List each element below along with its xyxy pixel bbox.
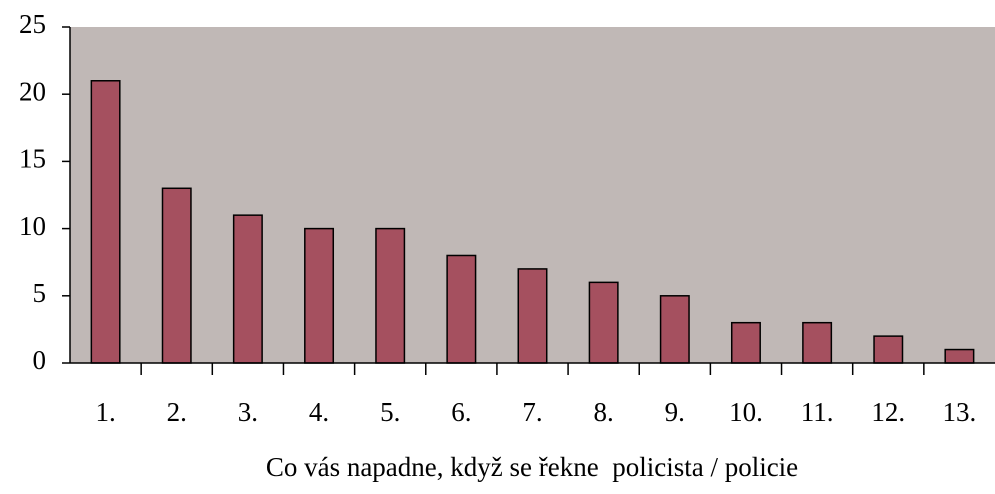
bar (446, 254, 477, 364)
x-tick-label: 10. (729, 397, 763, 427)
bar (802, 321, 833, 364)
bar (873, 335, 904, 364)
x-tick-label: 7. (522, 397, 542, 427)
bar (304, 227, 335, 364)
x-tick-label: 6. (451, 397, 471, 427)
x-tick-label: 2. (167, 397, 187, 427)
y-tick-label: 20 (19, 76, 46, 106)
x-axis-label: Co vás napadne, když se řekne policista … (266, 452, 798, 482)
bar (944, 348, 975, 364)
x-tick-label: 4. (309, 397, 329, 427)
y-tick-label: 25 (19, 9, 46, 39)
bar (90, 80, 121, 364)
bar (375, 227, 406, 364)
x-tick-label: 13. (943, 397, 977, 427)
bar (730, 321, 761, 364)
x-tick-label: 8. (594, 397, 614, 427)
x-tick-label: 12. (871, 397, 905, 427)
x-tick-label: 11. (801, 397, 834, 427)
y-tick-label: 5 (33, 278, 47, 308)
bar (232, 214, 263, 364)
bar (659, 295, 690, 364)
bar (588, 281, 619, 364)
bar (517, 268, 548, 364)
bar (161, 187, 192, 364)
x-tick-label: 5. (380, 397, 400, 427)
x-tick-label: 1. (95, 397, 115, 427)
x-tick-label: 9. (665, 397, 685, 427)
x-tick-label: 3. (238, 397, 258, 427)
y-tick-label: 0 (33, 345, 47, 375)
y-tick-label: 10 (19, 211, 46, 241)
y-tick-label: 15 (19, 144, 46, 174)
